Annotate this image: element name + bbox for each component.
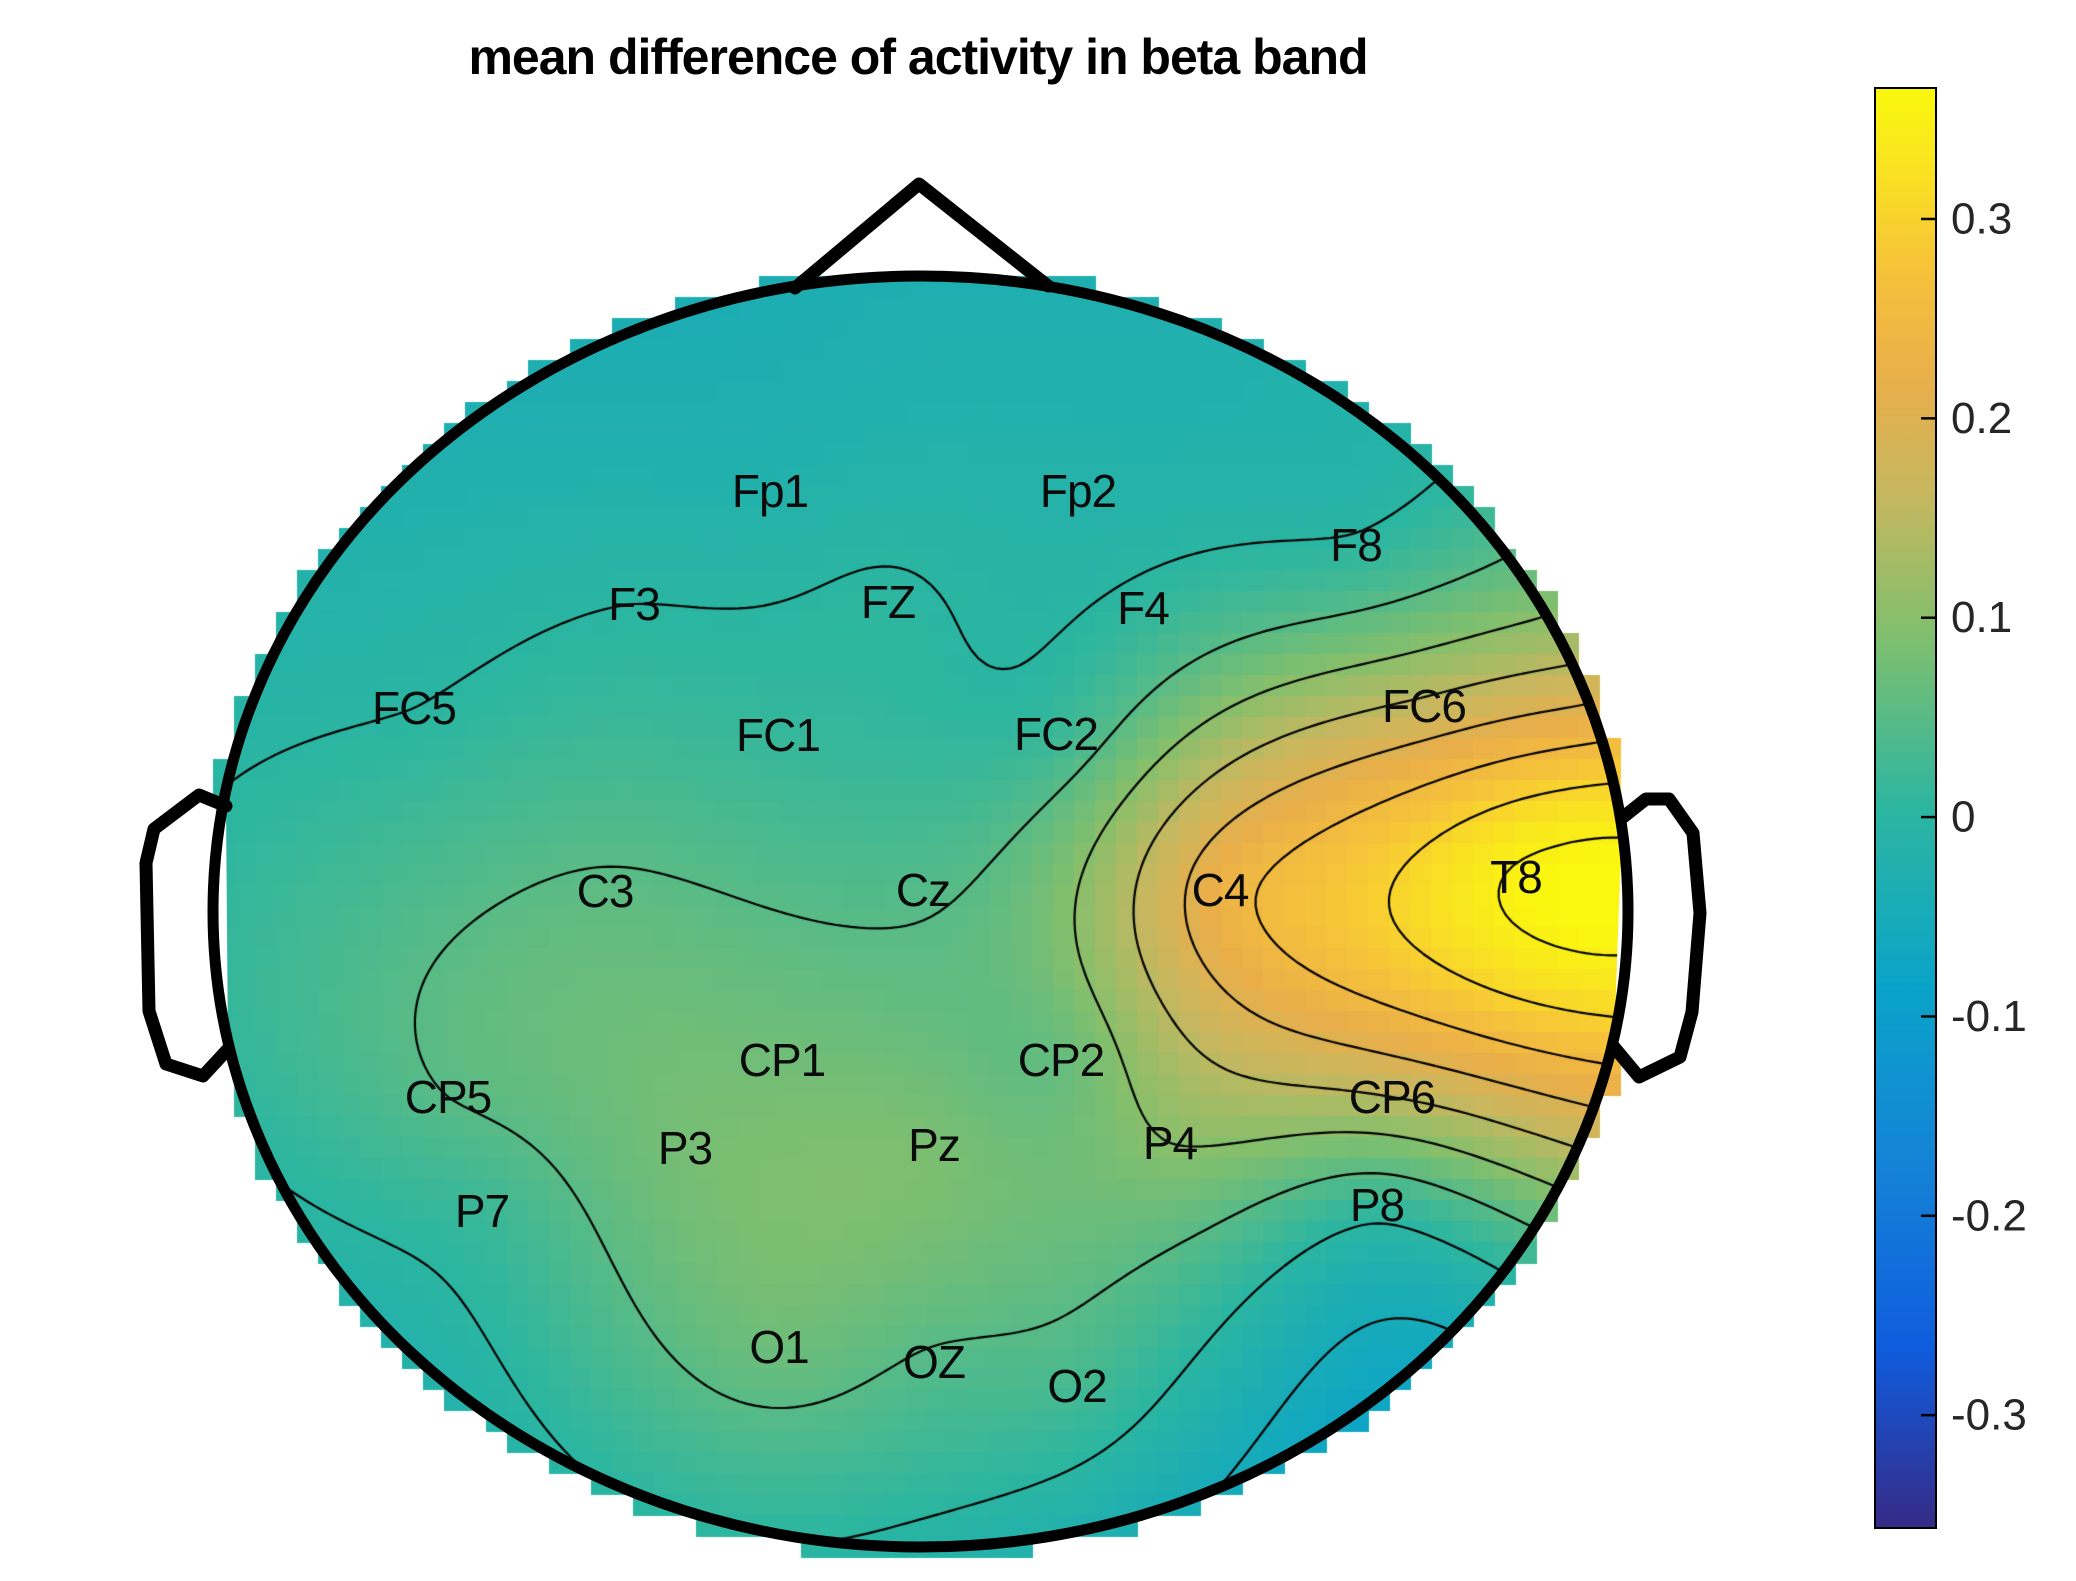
electrode-label-f4: F4 [1117, 582, 1170, 634]
colorbar-tick-label: -0.1 [1951, 992, 2027, 1041]
electrode-label-fc5: FC5 [372, 682, 457, 734]
colorbar-tick-label: 0.2 [1951, 394, 2012, 443]
electrode-label-fc6: FC6 [1382, 680, 1467, 732]
colorbar-tick-label: 0.3 [1951, 194, 2012, 243]
electrode-label-oz: OZ [903, 1336, 966, 1388]
colorbar-tick-label: 0 [1951, 793, 1975, 842]
electrode-label-p4: P4 [1142, 1117, 1198, 1169]
electrode-label-fp2: Fp2 [1039, 465, 1117, 517]
electrode-label-f3: F3 [608, 578, 661, 630]
colorbar-gradient [1874, 87, 1937, 1529]
electrode-label-t8: T8 [1490, 851, 1543, 903]
electrode-label-pz: Pz [908, 1119, 961, 1171]
electrode-label-p3: P3 [657, 1122, 713, 1174]
electrode-label-o1: O1 [749, 1321, 809, 1373]
electrode-label-cz: Cz [895, 864, 951, 916]
electrode-label-cp6: CP6 [1348, 1071, 1436, 1123]
electrode-label-cp2: CP2 [1017, 1034, 1105, 1086]
electrode-label-p7: P7 [454, 1185, 510, 1237]
colorbar-tick-label: -0.2 [1951, 1191, 2027, 1240]
electrode-label-c4: C4 [1191, 864, 1250, 916]
electrode-label-f8: F8 [1330, 519, 1383, 571]
colorbar-tick-labels: 0.3 0.2 0.1 0 -0.1 -0.2 -0.3 [1951, 194, 2027, 1439]
head-outline [207, 270, 1634, 1553]
electrode-label-fc2: FC2 [1014, 708, 1099, 760]
electrode-label-p8: P8 [1349, 1179, 1405, 1231]
left-ear-outline [139, 788, 235, 1083]
electrode-label-cp5: CP5 [404, 1071, 492, 1123]
electrode-label-fc1: FC1 [736, 709, 821, 761]
colorbar-tick-label: 0.1 [1951, 593, 2012, 642]
nose-outline [788, 177, 1055, 295]
electrode-label-fp1: Fp1 [731, 465, 809, 517]
chart-title: mean difference of activity in beta band [468, 29, 1368, 85]
right-ear-outline [1607, 792, 1707, 1084]
electrode-label-fz: FZ [860, 576, 916, 628]
electrode-label-c3: C3 [576, 865, 635, 917]
colorbar-tick-label: -0.3 [1951, 1391, 2027, 1440]
electrode-label-cp1: CP1 [738, 1034, 826, 1086]
colorbar-ticks [1921, 217, 1936, 1417]
electrode-label-o2: O2 [1047, 1360, 1107, 1412]
